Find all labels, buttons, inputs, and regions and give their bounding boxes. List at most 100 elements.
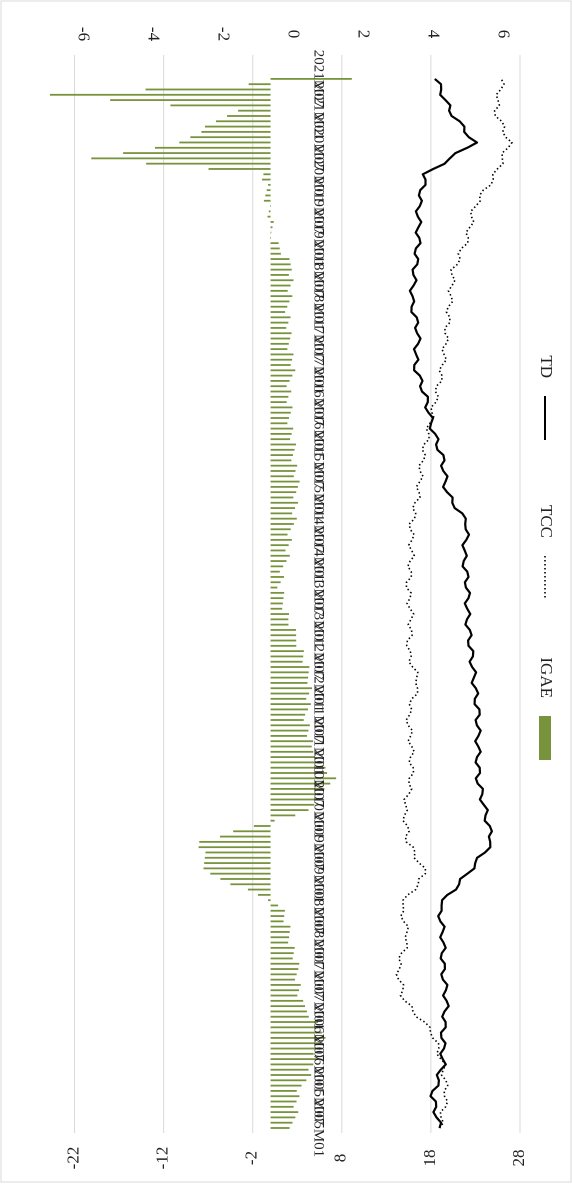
- rate-lines: [395, 78, 513, 1129]
- x-tick-label: 2020M01: [311, 145, 327, 203]
- igae-bar: [270, 305, 288, 308]
- igae-bar: [270, 470, 296, 472]
- igae-bar: [270, 570, 280, 573]
- x-tick-label: 2007M01: [311, 972, 327, 1030]
- igae-bar: [230, 883, 271, 886]
- igae-bar: [270, 300, 290, 303]
- igae-bar: [270, 1074, 312, 1076]
- igae-bar: [270, 364, 291, 366]
- igae-bar: [270, 613, 290, 615]
- igae-bar: [270, 607, 283, 610]
- igae-bar: [270, 342, 289, 345]
- igae-bar: [270, 655, 304, 658]
- x-tick-label: 2005M01: [311, 1099, 327, 1157]
- igae-bar: [270, 512, 293, 515]
- igae-bar: [270, 978, 295, 981]
- igae-bar: [270, 703, 311, 706]
- igae-bar: [270, 77, 352, 80]
- igae-bar: [270, 597, 284, 600]
- right-axis-ticks: 6 4 2 0 -2 -4 -6: [75, 27, 514, 42]
- x-tick-label: 2021M01: [311, 82, 327, 140]
- igae-bar: [270, 380, 290, 382]
- igae-bar: [270, 941, 289, 944]
- igae-bar: [270, 1095, 300, 1098]
- igae-bar: [179, 141, 271, 144]
- igae-bar: [257, 893, 271, 896]
- igae-bar: [49, 93, 271, 96]
- igae-bar: [204, 856, 271, 859]
- igae-bar: [270, 708, 308, 711]
- igae-bar: [270, 374, 293, 377]
- x-tick-label: 2016M01: [311, 399, 327, 457]
- igae-bar: [270, 713, 306, 716]
- x-tick-label: 2008M07: [311, 876, 327, 935]
- igae-bar: [270, 1111, 299, 1114]
- igae-bar: [270, 671, 309, 674]
- igae-bar: [270, 1121, 293, 1124]
- right-tick-label: -4: [145, 27, 164, 42]
- x-tick-label: 2012M07: [311, 622, 327, 681]
- left-tick-label: -12: [153, 1147, 172, 1170]
- igae-bar: [270, 793, 319, 796]
- igae-bar: [270, 231, 272, 234]
- igae-bar: [263, 173, 271, 176]
- right-tick-label: 0: [285, 30, 304, 39]
- igae-bar: [270, 629, 297, 631]
- igae-bar: [270, 650, 304, 653]
- gridlines: [74, 55, 521, 1133]
- igae-bar: [270, 735, 308, 737]
- igae-bar: [270, 247, 280, 250]
- igae-bar: [203, 867, 271, 870]
- x-tick-label: 2010M07: [311, 749, 327, 808]
- igae-bar: [270, 332, 292, 335]
- igae-bar: [270, 1042, 322, 1045]
- x-tick-label: 2007M07: [311, 940, 327, 999]
- right-tick-label: 6: [495, 30, 514, 39]
- igae-bar: [270, 411, 291, 414]
- left-tick-label: 28: [509, 1150, 528, 1167]
- igae-bar: [110, 99, 271, 101]
- igae-bar: [216, 120, 271, 123]
- igae-bar: [270, 284, 291, 287]
- igae-bar: [270, 925, 291, 928]
- igae-bar: [270, 491, 297, 494]
- x-tick-label: 2006M01: [311, 1035, 327, 1093]
- igae-bar: [270, 915, 285, 917]
- igae-bar: [204, 862, 271, 864]
- igae-bar: [270, 438, 291, 441]
- legend-swatch-bar: [539, 716, 551, 760]
- igae-bar: [270, 984, 301, 986]
- igae-bar: [270, 766, 326, 769]
- igae-bar: [270, 931, 290, 933]
- igae-bar: [270, 385, 287, 388]
- igae-bar: [270, 565, 284, 568]
- igae-bar: [270, 1010, 307, 1013]
- x-tick-label: 2014M07: [311, 495, 327, 554]
- igae-bar: [270, 432, 292, 435]
- igae-bar: [270, 533, 288, 536]
- igae-bar: [270, 952, 294, 955]
- igae-bar: [270, 295, 293, 298]
- igae-bar: [270, 602, 283, 605]
- left-tick-label: -22: [63, 1147, 82, 1170]
- igae-bar: [270, 973, 297, 976]
- igae-bar: [270, 1127, 290, 1129]
- x-tick-label: 2006M07: [311, 1003, 327, 1062]
- x-tick-label: 2019M01: [311, 209, 327, 267]
- x-tick-label: 2005M07: [311, 1067, 327, 1126]
- igae-bar: [270, 576, 284, 578]
- igae-bar: [199, 840, 271, 843]
- igae-bar: [270, 750, 314, 753]
- left-tick-label: 8: [331, 1154, 350, 1163]
- igae-bar: [270, 644, 297, 647]
- igae-bar: [227, 115, 271, 117]
- igae-bar: [270, 756, 315, 759]
- igae-bar: [205, 851, 271, 854]
- igae-bar: [270, 639, 297, 642]
- igae-bar: [270, 327, 287, 329]
- igae-bar: [270, 496, 294, 499]
- x-tick-label: 2010M01: [311, 781, 327, 839]
- igae-bar: [263, 199, 271, 202]
